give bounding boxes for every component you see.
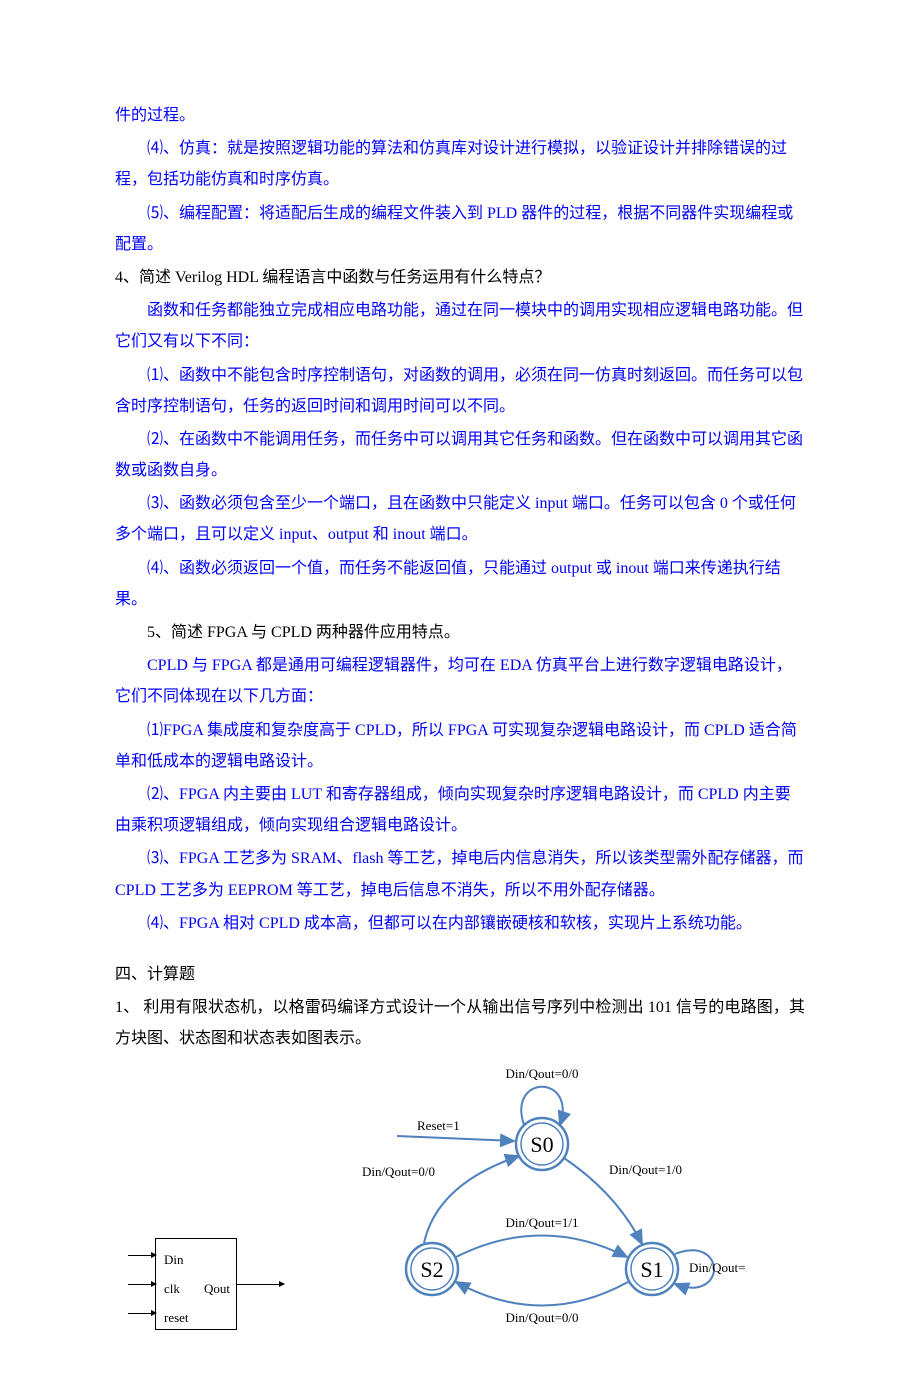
paragraph: ⑵、在函数中不能调用任务，而任务中可以调用其它任务和函数。但在函数中可以调用其它… (115, 424, 805, 486)
pin-reset: reset (164, 1305, 189, 1330)
arrow-clk-in (128, 1284, 156, 1285)
paragraph: ⑴、函数中不能包含时序控制语句，对函数的调用，必须在同一仿真时刻返回。而任务可以… (115, 360, 805, 422)
paragraph: ⑶、FPGA 工艺多为 SRAM、flash 等工艺，掉电后内信息消失，所以该类… (115, 843, 805, 905)
pin-din: Din (164, 1247, 184, 1272)
edge-reset-s0 (397, 1136, 514, 1141)
paragraph: ⑸、编程配置：将适配后生成的编程文件装入到 PLD 器件的过程，根据不同器件实现… (115, 198, 805, 260)
paragraph: ⑷、FPGA 相对 CPLD 成本高，但都可以在内部镶嵌硬核和软核，实现片上系统… (115, 908, 805, 939)
section-4-q1: 1、 利用有限状态机，以格雷码编译方式设计一个从输出信号序列中检测出 101 信… (115, 992, 805, 1054)
pin-clk: clk (164, 1276, 180, 1301)
edge-s1-s2-label: Din/Qout=0/0 (505, 1310, 578, 1325)
question-5: 5、简述 FPGA 与 CPLD 两种器件应用特点。 (115, 617, 805, 648)
pin-qout: Qout (204, 1276, 230, 1301)
state-diagram: S0 S1 S2 Reset=1 Din/Qout=0/0 Din/Qout=1… (257, 1064, 747, 1334)
edge-s1-s1-label: Din/Qout=1/0 (689, 1260, 747, 1275)
paragraph: ⑴FPGA 集成度和复杂度高于 CPLD，所以 FPGA 可实现复杂逻辑电路设计… (115, 715, 805, 777)
paragraph: ⑷、仿真：就是按照逻辑功能的算法和仿真库对设计进行模拟，以验证设计并排除错误的过… (115, 133, 805, 195)
edge-s2-s1 (456, 1236, 627, 1258)
edge-reset-label: Reset=1 (417, 1118, 460, 1133)
state-s1-label: S1 (640, 1257, 663, 1282)
question-4: 4、简述 Verilog HDL 编程语言中函数与任务运用有什么特点？ (115, 262, 805, 293)
diagram-container: Din clk reset Qout S0 S1 S2 Reset=1 Din/… (115, 1064, 805, 1334)
paragraph: 件的过程。 (115, 100, 805, 131)
edge-s1-s2 (456, 1282, 628, 1306)
block-diagram: Din clk reset Qout (155, 1238, 237, 1330)
edge-s0-s1-label: Din/Qout=1/0 (609, 1162, 682, 1177)
edge-s0-s0-label: Din/Qout=0/0 (505, 1066, 578, 1081)
paragraph: CPLD 与 FPGA 都是通用可编程逻辑器件，均可在 EDA 仿真平台上进行数… (115, 650, 805, 712)
arrow-qout-out (236, 1284, 284, 1285)
paragraph: ⑶、函数必须包含至少一个端口，且在函数中只能定义 input 端口。任务可以包含… (115, 488, 805, 550)
paragraph: ⑷、函数必须返回一个值，而任务不能返回值，只能通过 output 或 inout… (115, 553, 805, 615)
edge-s2-s0-label: Din/Qout=0/0 (362, 1164, 435, 1179)
arrow-reset-in (128, 1313, 156, 1314)
section-4-title: 四、计算题 (115, 959, 805, 990)
state-s0-label: S0 (530, 1132, 553, 1157)
paragraph: ⑵、FPGA 内主要由 LUT 和寄存器组成，倾向实现复杂时序逻辑电路设计，而 … (115, 779, 805, 841)
state-s2-label: S2 (420, 1257, 443, 1282)
paragraph: 函数和任务都能独立完成相应电路功能，通过在同一模块中的调用实现相应逻辑电路功能。… (115, 295, 805, 357)
edge-s2-s1-label: Din/Qout=1/1 (505, 1215, 578, 1230)
arrow-din-in (128, 1255, 156, 1256)
